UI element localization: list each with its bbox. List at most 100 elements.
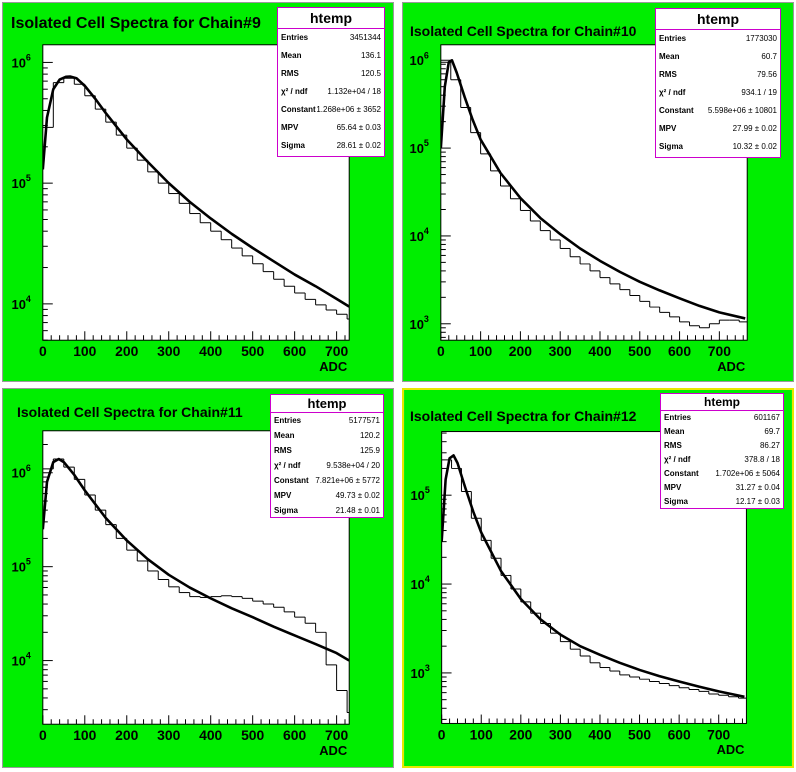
chart-title: Isolated Cell Spectra for Chain#12 xyxy=(410,408,637,424)
x-tick-label: 300 xyxy=(157,727,180,743)
stats-box: htemp Entries 1773030 Mean 60.7 RMS 79.56 χ… xyxy=(655,8,781,158)
stats-value: 378.8 / 18 xyxy=(744,455,780,464)
stats-label: Constant xyxy=(664,469,699,478)
x-tick-label: 400 xyxy=(588,343,611,359)
stats-label: Mean xyxy=(659,52,680,61)
fit-curve xyxy=(42,457,350,662)
stats-label: RMS xyxy=(659,70,677,79)
stats-label: Entries xyxy=(659,34,687,43)
stats-row: Entries 5177571 xyxy=(271,413,383,428)
x-tick-label: 600 xyxy=(668,726,691,742)
stats-title: htemp xyxy=(271,395,383,413)
stats-value: 27.99 ± 0.02 xyxy=(732,124,777,133)
chart-title: Isolated Cell Spectra for Chain#9 xyxy=(11,15,261,32)
x-tick-label: 700 xyxy=(708,343,731,359)
x-tick-label: 400 xyxy=(199,727,222,743)
stats-label: MPV xyxy=(274,491,292,500)
stats-row: Sigma 10.32 ± 0.02 xyxy=(656,138,780,156)
stats-label: Constant xyxy=(274,476,309,485)
series-group xyxy=(42,457,350,713)
x-tick-label: 700 xyxy=(325,343,348,359)
stats-rows: Entries 3451344 Mean 136.1 RMS 120.5 χ² / n… xyxy=(278,29,384,155)
x-tick-label: 400 xyxy=(588,726,611,742)
stats-label: RMS xyxy=(274,446,292,455)
stats-value: 31.27 ± 0.04 xyxy=(735,483,780,492)
stats-value: 28.61 ± 0.02 xyxy=(336,141,381,150)
stats-row: MPV 65.64 ± 0.03 xyxy=(278,119,384,137)
stats-value: 120.5 xyxy=(360,69,381,78)
stats-row: χ² / ndf 1.132e+04 / 18 xyxy=(278,83,384,101)
stats-title: htemp xyxy=(661,394,783,411)
stats-value: 601167 xyxy=(753,413,780,422)
x-tick-label: 700 xyxy=(325,727,348,743)
y-tick-label: 104 xyxy=(411,574,430,592)
plot-frame xyxy=(42,430,350,725)
stats-value: 136.1 xyxy=(360,51,381,60)
stats-row: RMS 125.9 xyxy=(271,443,383,458)
y-tick-label: 104 xyxy=(12,294,31,312)
x-tick-label: 600 xyxy=(283,727,306,743)
plot-frame xyxy=(42,44,350,341)
stats-label: RMS xyxy=(664,441,682,450)
stats-value: 21.48 ± 0.01 xyxy=(335,506,380,515)
x-tick-label: 500 xyxy=(241,343,264,359)
stats-row: χ² / ndf 934.1 / 19 xyxy=(656,84,780,102)
fit-curve xyxy=(42,75,350,308)
stats-row: Entries 601167 xyxy=(661,411,783,425)
x-tick-label: 300 xyxy=(157,343,180,359)
y-tick-label: 105 xyxy=(411,485,430,503)
pad-chain-9: 0 100 200 300 400 500 600 700 ADC 104 105 106 Isola… xyxy=(2,2,394,382)
y-tick-label: 105 xyxy=(12,557,31,575)
x-tick-label: 100 xyxy=(73,343,96,359)
stats-row: RMS 79.56 xyxy=(656,66,780,84)
y-tick-label: 103 xyxy=(411,663,430,681)
chart-title: Isolated Cell Spectra for Chain#11 xyxy=(17,404,243,420)
x-axis-label: ADC xyxy=(319,743,347,758)
x-axis-label: ADC xyxy=(717,742,745,757)
stats-value: 125.9 xyxy=(359,446,380,455)
stats-row: χ² / ndf 9.538e+04 / 20 xyxy=(271,458,383,473)
stats-value: 49.73 ± 0.02 xyxy=(335,491,380,500)
x-tick-label: 100 xyxy=(469,343,492,359)
stats-row: Sigma 12.17 ± 0.03 xyxy=(661,495,783,509)
series-group xyxy=(42,75,350,320)
stats-row: Mean 136.1 xyxy=(278,47,384,65)
stats-label: Sigma xyxy=(281,141,306,150)
stats-rows: Entries 1773030 Mean 60.7 RMS 79.56 χ² / nd… xyxy=(656,30,780,156)
stats-row: Constant 1.702e+06 ± 5064 xyxy=(661,467,783,481)
stats-label: Sigma xyxy=(664,497,689,506)
stats-value: 65.64 ± 0.03 xyxy=(336,123,381,132)
stats-row: MPV 49.73 ± 0.02 xyxy=(271,488,383,503)
stats-label: RMS xyxy=(281,69,299,78)
x-tick-label: 500 xyxy=(628,726,651,742)
pad-chain-11: 0 100 200 300 400 500 600 700 ADC 104 105 106 Isola… xyxy=(2,388,394,768)
stats-label: Mean xyxy=(274,431,295,440)
y-tick-label: 106 xyxy=(410,50,429,68)
stats-value: 10.32 ± 0.02 xyxy=(732,142,777,151)
stats-label: Entries xyxy=(274,416,302,425)
stats-box: htemp Entries 601167 Mean 69.7 RMS 86.27 χ²… xyxy=(660,393,784,509)
stats-row: Constant 1.268e+06 ± 3652 xyxy=(278,101,384,119)
chart-title: Isolated Cell Spectra for Chain#10 xyxy=(410,23,637,39)
x-tick-label: 0 xyxy=(39,343,47,359)
stats-value: 86.27 xyxy=(759,441,780,450)
x-tick-label: 700 xyxy=(707,726,730,742)
x-tick-label: 100 xyxy=(73,727,96,743)
stats-row: Entries 1773030 xyxy=(656,30,780,48)
stats-label: Constant xyxy=(281,105,316,114)
stats-label: χ² / ndf xyxy=(281,87,308,96)
y-tick-label: 104 xyxy=(12,651,31,669)
fit-curve xyxy=(440,59,746,320)
x-tick-label: 0 xyxy=(437,343,445,359)
y-axis: 104 105 106 xyxy=(12,444,53,711)
x-tick-label: 600 xyxy=(283,343,306,359)
y-tick-label: 103 xyxy=(410,314,429,332)
stats-value: 934.1 / 19 xyxy=(741,88,777,97)
stats-label: Entries xyxy=(281,33,309,42)
stats-row: Entries 3451344 xyxy=(278,29,384,47)
x-tick-label: 600 xyxy=(668,343,691,359)
stats-value: 7.821e+06 ± 5772 xyxy=(315,476,380,485)
stats-row: MPV 27.99 ± 0.02 xyxy=(656,120,780,138)
stats-label: Constant xyxy=(659,106,694,115)
